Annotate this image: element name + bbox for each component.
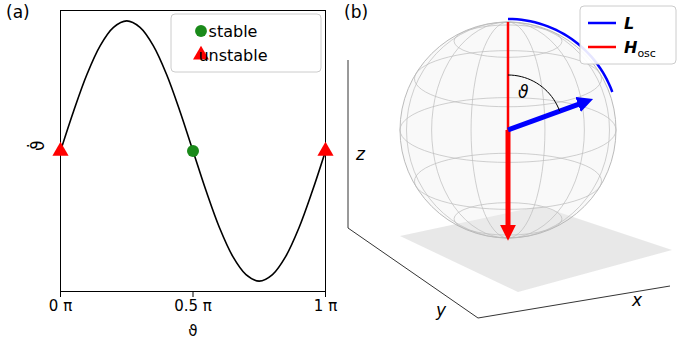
svg-text:stable: stable (209, 22, 258, 41)
svg-text:x: x (631, 290, 643, 310)
svg-text:Hosc: Hosc (624, 38, 656, 60)
svg-text:unstable: unstable (198, 46, 267, 65)
svg-text:L: L (624, 14, 634, 33)
svg-text:z: z (355, 144, 366, 164)
svg-text:0 π: 0 π (49, 297, 72, 315)
svg-text:0.5 π: 0.5 π (174, 297, 212, 315)
svg-text:y: y (435, 300, 447, 320)
svg-text:ϑ: ϑ (188, 322, 197, 340)
svg-text:1 π: 1 π (314, 297, 337, 315)
svg-text:ϑ: ϑ (518, 82, 529, 102)
svg-text:ϑ̇: ϑ̇ (26, 140, 48, 151)
svg-text:(b): (b) (344, 2, 368, 22)
html-text:(a): (a) (6, 2, 30, 22)
